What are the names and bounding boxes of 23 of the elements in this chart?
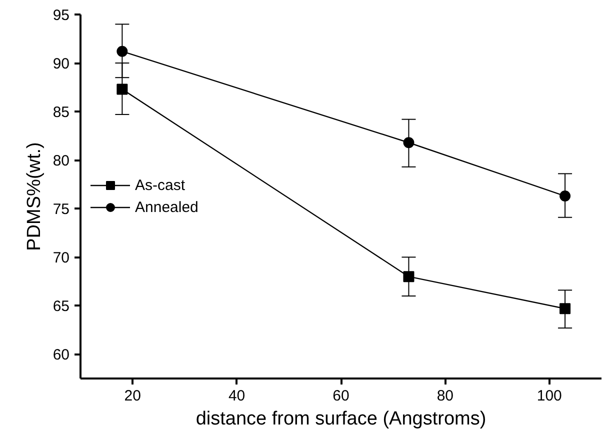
point — [560, 303, 571, 314]
point — [116, 46, 128, 57]
y-axis-title: PDMS%(wt.) — [24, 142, 45, 251]
x-tick-label: 60 — [332, 388, 350, 404]
y-tick-label: 70 — [52, 250, 70, 267]
x-tick-label: 100 — [536, 388, 562, 404]
x-axis-title: distance from surface (Angstroms) — [196, 408, 486, 430]
point — [403, 137, 414, 148]
y-tick-label: 80 — [52, 152, 70, 170]
legend-label: Annealed — [135, 198, 198, 216]
point — [560, 190, 571, 202]
x-tick-label: 20 — [124, 388, 141, 404]
legend-label: As-cast — [135, 176, 186, 194]
y-tick-label: 90 — [52, 56, 70, 73]
y-tick-label: 60 — [52, 346, 70, 364]
y-tick-label: 75 — [52, 201, 70, 218]
x-tick-label: 80 — [436, 388, 454, 404]
point — [116, 84, 128, 95]
y-tick-label: 95 — [52, 7, 70, 24]
x-tick-label: 40 — [228, 388, 246, 404]
point — [403, 271, 414, 282]
y-tick-label: 85 — [52, 104, 70, 122]
y-tick-label: 65 — [52, 298, 70, 316]
